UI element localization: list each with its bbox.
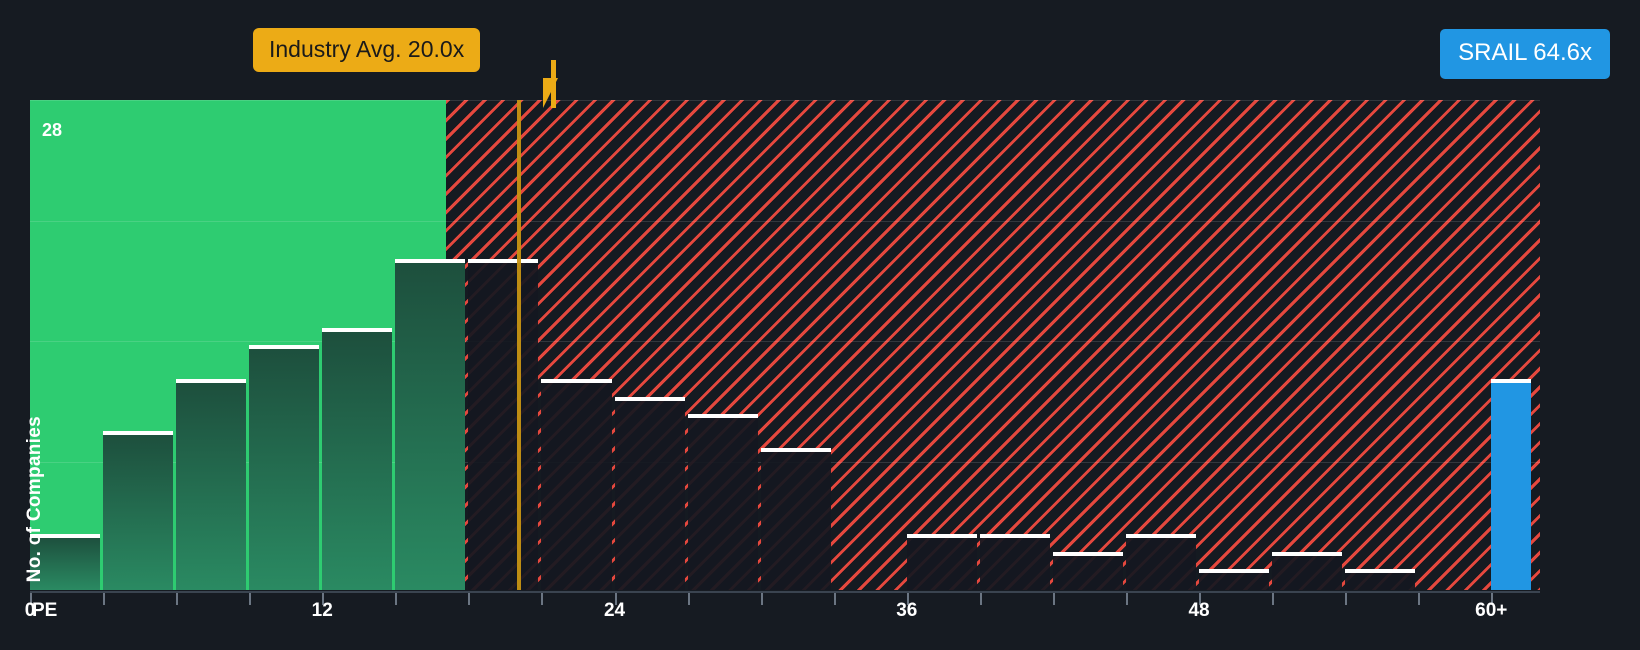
bar-body bbox=[103, 434, 174, 590]
x-axis-tick-label: 0 bbox=[24, 600, 36, 621]
bar[interactable] bbox=[541, 379, 612, 590]
x-axis-tick bbox=[1125, 593, 1128, 605]
x-axis-tick bbox=[395, 593, 398, 605]
bar-body bbox=[1052, 554, 1123, 590]
bar[interactable] bbox=[614, 396, 685, 590]
x-axis-tick-label: 60+ bbox=[1475, 600, 1508, 621]
bar-cap bbox=[1052, 551, 1123, 556]
x-axis-tick bbox=[468, 593, 471, 605]
bar-cap bbox=[103, 431, 174, 436]
bar-body bbox=[979, 537, 1050, 590]
bar-cap bbox=[1272, 551, 1343, 556]
x-axis-tick-label: 24 bbox=[603, 600, 626, 621]
bar-body bbox=[906, 537, 977, 590]
plot-area: 28 No. of Companies bbox=[24, 100, 1540, 590]
industry-average-callout-tail bbox=[543, 78, 558, 108]
bar[interactable] bbox=[395, 258, 466, 590]
x-axis-tick bbox=[833, 593, 836, 605]
company-badge[interactable]: SRAIL 64.6x bbox=[1440, 29, 1610, 79]
x-axis-tick bbox=[249, 593, 252, 605]
x-axis-tick-label: 36 bbox=[896, 600, 918, 621]
bar-body bbox=[541, 382, 612, 590]
x-axis-tick bbox=[103, 593, 106, 605]
bar-body bbox=[1491, 383, 1532, 590]
bar-series bbox=[30, 100, 1540, 590]
bar-cap bbox=[249, 345, 320, 349]
bar[interactable] bbox=[1052, 551, 1123, 590]
bar[interactable] bbox=[103, 431, 174, 590]
bar-cap bbox=[395, 258, 466, 263]
x-axis-tick bbox=[541, 593, 544, 605]
bar[interactable] bbox=[1125, 534, 1197, 590]
bar[interactable] bbox=[1345, 568, 1416, 590]
bar-cap bbox=[906, 534, 977, 539]
bar-body bbox=[468, 261, 539, 590]
bar-cap bbox=[760, 448, 831, 453]
bar-cap bbox=[1199, 568, 1270, 573]
bar-body bbox=[30, 537, 101, 590]
industry-average-label: Industry Avg. 20.0x bbox=[269, 36, 465, 62]
bar[interactable] bbox=[1272, 551, 1343, 590]
bar[interactable] bbox=[906, 534, 977, 590]
bar[interactable] bbox=[176, 379, 247, 590]
bar-cap bbox=[1491, 379, 1532, 384]
bar-cap bbox=[468, 258, 539, 263]
x-axis-tick bbox=[687, 593, 690, 605]
bar-cap bbox=[979, 534, 1050, 539]
company-bar[interactable] bbox=[1491, 379, 1532, 590]
bar[interactable] bbox=[760, 448, 831, 590]
industry-average-line bbox=[517, 100, 522, 590]
bar-cap bbox=[1125, 534, 1197, 539]
bar-cap bbox=[614, 396, 685, 401]
x-axis-line bbox=[30, 591, 1540, 593]
x-axis-tick bbox=[30, 593, 32, 605]
bar-body bbox=[322, 330, 393, 590]
bar[interactable] bbox=[687, 413, 758, 590]
x-axis-tick bbox=[176, 593, 179, 605]
bar-body bbox=[1199, 571, 1270, 590]
bar-body bbox=[395, 261, 466, 590]
bar-cap bbox=[1345, 568, 1416, 573]
x-axis-tick bbox=[979, 593, 982, 605]
x-axis-tick bbox=[1491, 593, 1494, 605]
bar-body bbox=[249, 348, 320, 590]
company-badge-label: SRAIL 64.6x bbox=[1458, 39, 1592, 66]
bar[interactable] bbox=[468, 258, 539, 590]
bar-cap bbox=[176, 379, 247, 384]
bar[interactable] bbox=[322, 327, 393, 590]
x-axis-tick bbox=[614, 593, 617, 605]
bar-cap bbox=[541, 379, 612, 384]
x-axis-tick bbox=[1345, 593, 1348, 605]
y-axis-max-label: 28 bbox=[42, 120, 63, 140]
x-axis-tick bbox=[1418, 593, 1421, 605]
bar-body bbox=[760, 451, 831, 590]
y-axis-title: No. of Companies bbox=[24, 415, 45, 582]
x-axis-tick bbox=[906, 593, 909, 605]
x-axis-tick bbox=[1052, 593, 1055, 605]
x-axis-tick bbox=[760, 593, 763, 605]
bar-body bbox=[176, 382, 247, 590]
x-axis-tick bbox=[322, 593, 325, 605]
bar-body bbox=[687, 416, 758, 590]
bar[interactable] bbox=[30, 534, 101, 590]
bar[interactable] bbox=[1199, 568, 1270, 590]
x-axis-prefix-label: PE bbox=[32, 600, 58, 621]
bar-cap bbox=[322, 327, 393, 332]
bar[interactable] bbox=[249, 345, 320, 590]
bar-body bbox=[614, 399, 685, 590]
x-axis-tick-label: 12 bbox=[311, 600, 333, 621]
bar-body bbox=[1125, 537, 1197, 590]
bar[interactable] bbox=[979, 534, 1050, 590]
x-axis-tick-label: 48 bbox=[1188, 600, 1210, 621]
industry-average-callout[interactable]: Industry Avg. 20.0x bbox=[253, 28, 481, 73]
bar-cap bbox=[687, 413, 758, 418]
x-axis-tick bbox=[1272, 593, 1275, 605]
x-axis-tick bbox=[1199, 593, 1202, 605]
bar-body bbox=[1345, 571, 1416, 590]
bar-cap bbox=[30, 534, 101, 539]
bar-body bbox=[1272, 554, 1343, 590]
